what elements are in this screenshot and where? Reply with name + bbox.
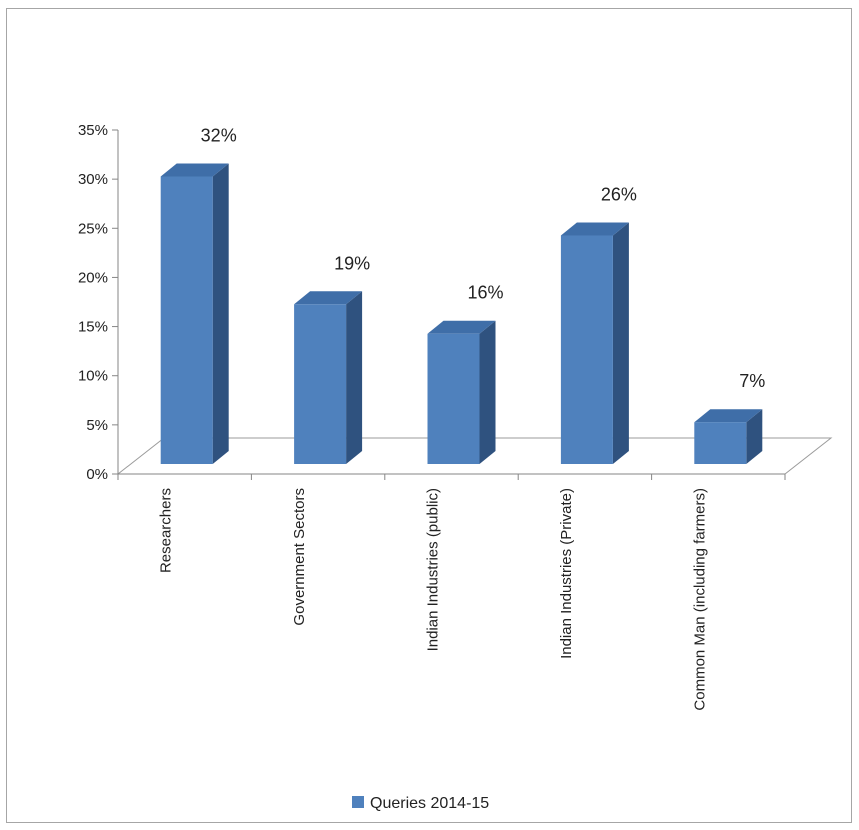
bar-side	[346, 291, 363, 464]
data-label: 32%	[201, 125, 237, 145]
bar-side	[212, 163, 229, 464]
legend-swatch	[352, 796, 364, 808]
data-label: 19%	[334, 253, 370, 273]
category-label: Government Sectors	[291, 488, 308, 626]
bar	[427, 320, 496, 464]
bar-front	[694, 422, 747, 464]
bar-top	[294, 291, 363, 305]
category-label: Common Man (including farmers)	[691, 488, 708, 711]
bar	[294, 291, 363, 464]
bar-front	[427, 333, 480, 464]
bar-front	[294, 304, 347, 464]
y-tick-label: 25%	[78, 220, 108, 237]
y-tick-label: 30%	[78, 171, 108, 188]
bar	[560, 222, 629, 464]
legend: Queries 2014-15	[352, 795, 489, 812]
bar-top	[694, 409, 763, 423]
bar-top	[427, 320, 496, 334]
bar-front	[160, 176, 213, 464]
y-tick-label: 10%	[78, 368, 108, 385]
bar-side	[746, 409, 763, 464]
y-tick-label: 35%	[78, 122, 108, 139]
bar-side	[479, 320, 496, 464]
bar	[160, 163, 229, 464]
data-label: 16%	[467, 283, 503, 303]
data-label: 7%	[739, 371, 765, 391]
bar-top	[160, 163, 229, 177]
bar-front	[560, 235, 613, 464]
legend-label: Queries 2014-15	[370, 795, 489, 812]
category-label: Researchers	[158, 488, 175, 573]
bar-side	[612, 222, 629, 464]
y-tick-label: 5%	[86, 417, 108, 434]
y-tick-label: 20%	[78, 269, 108, 286]
data-label: 26%	[601, 184, 637, 204]
category-label: Indian Industries (Private)	[558, 488, 575, 659]
y-tick-label: 15%	[78, 319, 108, 336]
bar-top	[560, 222, 629, 236]
category-label: Indian Industries (public)	[425, 488, 442, 651]
bar	[694, 409, 763, 464]
y-tick-label: 0%	[86, 466, 108, 483]
